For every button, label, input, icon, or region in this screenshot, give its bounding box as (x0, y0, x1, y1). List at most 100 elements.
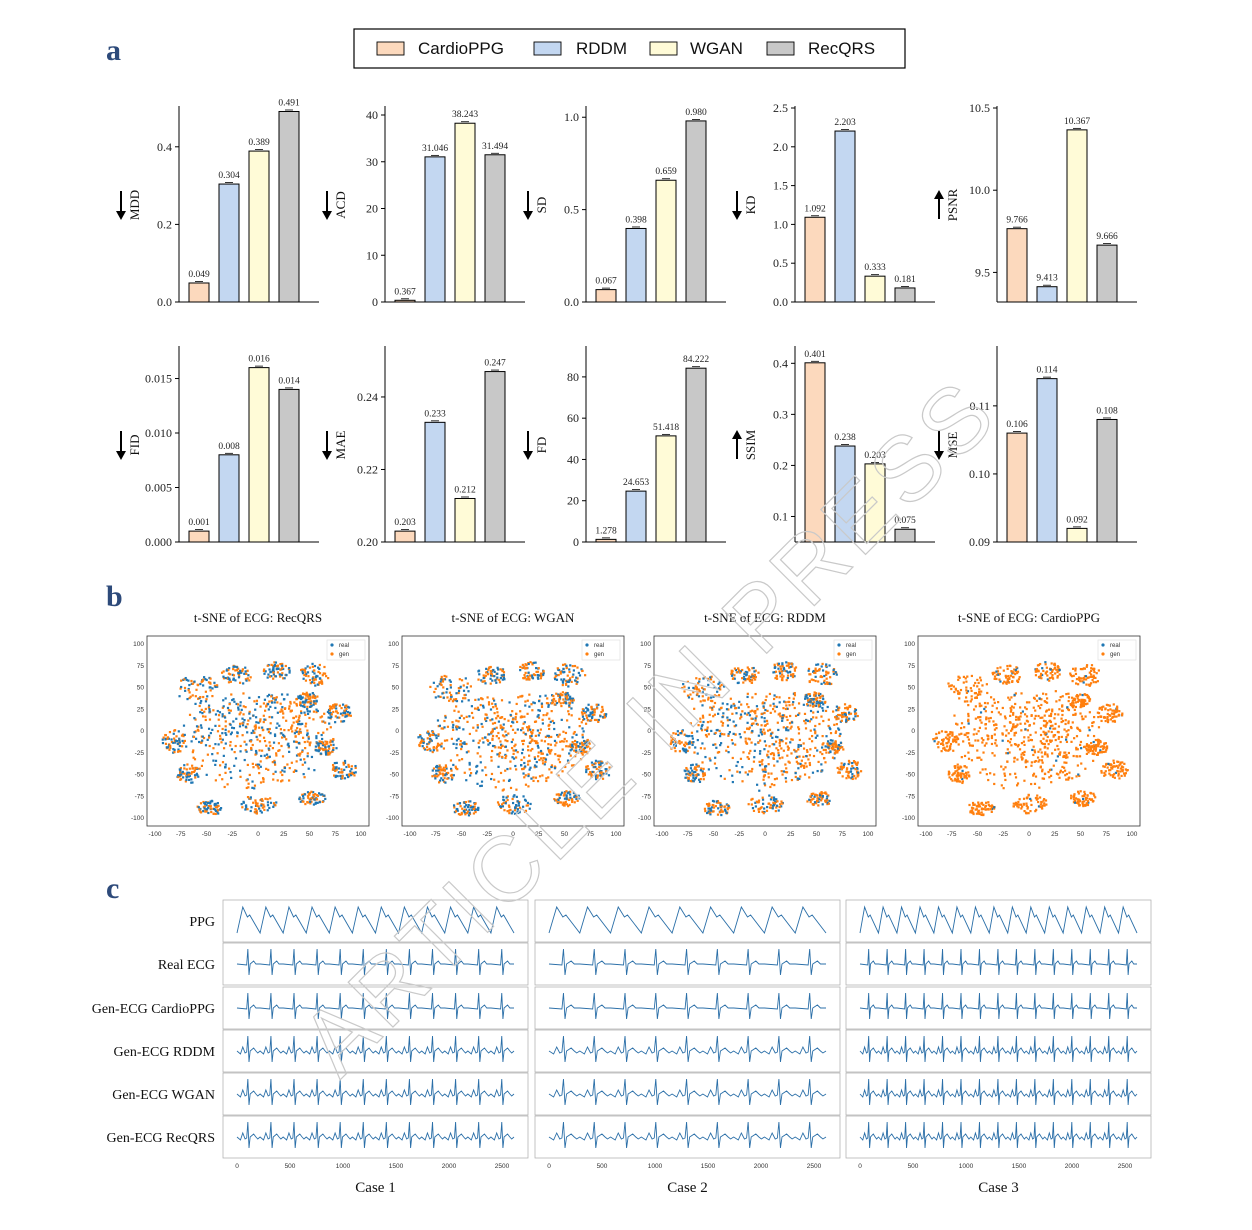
gen-point (1016, 745, 1020, 748)
gen-point (1004, 766, 1007, 769)
real-point (352, 771, 356, 775)
gen-point (825, 681, 829, 684)
gen-point (601, 709, 604, 712)
gen-point (529, 741, 532, 744)
y-tick-label: 0.4 (773, 356, 788, 370)
gen-point (195, 688, 198, 691)
real-point (346, 775, 350, 779)
gen-point (568, 803, 571, 807)
gen-point (498, 755, 501, 758)
gen-point (1074, 669, 1077, 672)
real-point (210, 799, 214, 802)
gen-point (495, 735, 498, 738)
gen-point (998, 678, 1001, 681)
legend-item-recqrs: RecQRS (766, 39, 875, 58)
gen-point (312, 718, 315, 721)
real-point (707, 810, 710, 813)
gen-point (838, 768, 841, 771)
real-point (709, 759, 712, 762)
real-point (306, 732, 309, 735)
gen-point (459, 686, 462, 690)
gen-point (1074, 667, 1077, 670)
gen-point (299, 731, 302, 734)
gen-point (307, 697, 310, 700)
real-point (324, 752, 328, 755)
real-point (818, 794, 822, 797)
gen-point (695, 768, 698, 772)
real-point (842, 764, 846, 767)
real-point (704, 755, 707, 759)
real-point (441, 692, 444, 695)
gen-point (191, 767, 194, 770)
gen-point (254, 801, 257, 804)
real-point (260, 754, 263, 758)
gen-point (256, 765, 259, 768)
gen-point (1054, 748, 1057, 751)
gen-point (529, 736, 532, 739)
gen-point (812, 701, 816, 704)
gen-point (484, 718, 487, 721)
gen-point (339, 771, 342, 774)
real-point (763, 717, 766, 720)
gen-point (564, 765, 567, 769)
gen-point (678, 739, 681, 743)
real-point (726, 724, 730, 727)
real-point (339, 712, 343, 715)
gen-point (1008, 698, 1011, 701)
real-point (715, 800, 719, 803)
gen-point (837, 708, 840, 712)
real-point (272, 666, 275, 669)
real-point (482, 741, 485, 744)
gen-point (743, 731, 746, 734)
real-point (735, 712, 738, 715)
gen-point (707, 733, 710, 736)
gen-point (191, 751, 194, 754)
real-point (742, 675, 746, 678)
real-point (688, 734, 691, 738)
gen-point (440, 769, 444, 772)
real-point (744, 670, 747, 674)
gen-point (956, 690, 959, 693)
gen-point (747, 737, 750, 740)
gen-point (440, 727, 443, 730)
real-point (206, 808, 209, 811)
gen-point (752, 809, 756, 812)
gen-point (459, 743, 463, 746)
gen-point (528, 725, 531, 728)
real-point (544, 758, 548, 761)
real-point (216, 810, 219, 813)
gen-point (328, 705, 332, 708)
gen-point (786, 674, 790, 677)
gen-point (327, 751, 330, 755)
gen-point (467, 750, 470, 753)
gen-point (747, 727, 751, 731)
gen-point (571, 800, 574, 803)
gen-point (454, 698, 458, 701)
gen-point (307, 694, 310, 697)
real-point (672, 744, 676, 747)
bar-value-label: 0.075 (894, 516, 916, 526)
gen-point (827, 751, 831, 754)
gen-point (777, 751, 780, 755)
gen-point (223, 785, 226, 789)
gen-point (217, 804, 220, 808)
gen-point (984, 723, 987, 726)
real-point (851, 761, 854, 765)
gen-point (746, 666, 749, 669)
real-point (520, 752, 524, 755)
gen-point (494, 746, 497, 749)
gen-point (819, 795, 822, 799)
gen-point (769, 785, 772, 789)
gen-point (958, 692, 961, 695)
gen-point (823, 792, 826, 795)
real-point (677, 733, 680, 737)
real-point (482, 704, 485, 707)
gen-point (548, 717, 551, 720)
bar-value-label: 0.014 (278, 376, 300, 386)
real-point (468, 715, 471, 718)
gen-point (801, 764, 804, 767)
gen-point (227, 668, 230, 672)
bar-wgan (864, 275, 886, 303)
real-point (299, 694, 302, 698)
